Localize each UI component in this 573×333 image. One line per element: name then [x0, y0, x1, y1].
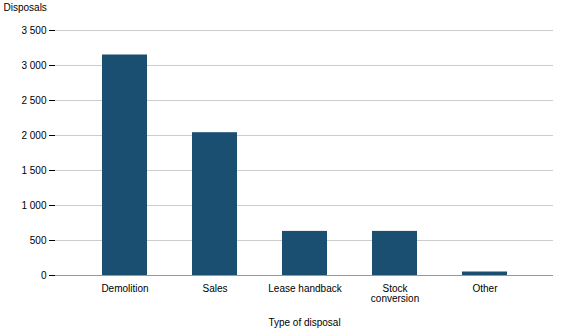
svg-text:1 500: 1 500	[21, 165, 46, 176]
svg-text:0: 0	[41, 270, 47, 281]
svg-text:2 000: 2 000	[21, 130, 46, 141]
svg-text:1 000: 1 000	[21, 200, 46, 211]
svg-text:3 500: 3 500	[21, 25, 46, 36]
svg-text:Disposals: Disposals	[4, 2, 47, 13]
svg-text:Type of disposal: Type of disposal	[268, 317, 340, 328]
svg-text:Stockconversion: Stockconversion	[371, 283, 419, 304]
svg-text:500: 500	[30, 235, 47, 246]
svg-text:3 000: 3 000	[21, 60, 46, 71]
svg-text:Demolition: Demolition	[101, 283, 148, 294]
svg-text:2 500: 2 500	[21, 95, 46, 106]
svg-text:Other: Other	[472, 283, 498, 294]
svg-text:Lease handback: Lease handback	[268, 283, 342, 294]
svg-text:Sales: Sales	[202, 283, 227, 294]
